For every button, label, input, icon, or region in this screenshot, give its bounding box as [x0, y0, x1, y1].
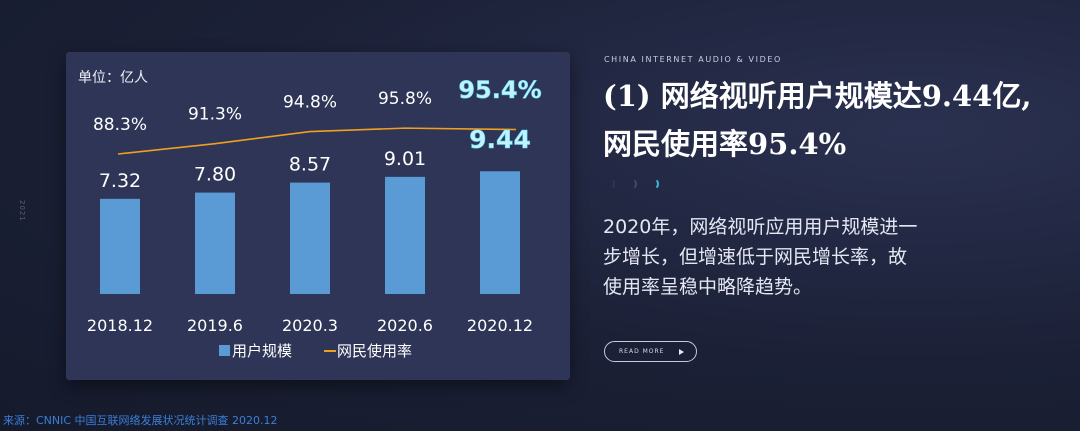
chart-card: 单位：亿人 88.3% 91.3% 94.8% 95.8% 95.4% 7.32 7.80 8… [66, 52, 570, 380]
line-label: 95.4% [458, 76, 541, 104]
legend-swatch-bar [219, 345, 230, 356]
x-tick-label: 2020.6 [377, 316, 433, 335]
x-tick-label: 2020.12 [467, 316, 533, 335]
bar [195, 192, 235, 294]
bar-label: 7.32 [99, 170, 141, 192]
legend-label: 网民使用率 [337, 342, 412, 360]
eyebrow-text: CHINA INTERNET AUDIO & VIDEO [604, 55, 782, 64]
read-more-button[interactable]: READ MORE [604, 341, 697, 362]
unit-label: 单位：亿人 [78, 70, 148, 86]
dot-icon [603, 178, 615, 190]
bar-label: 9.01 [384, 148, 426, 170]
line-label: 94.8% [283, 93, 337, 113]
line-label: 95.8% [378, 89, 432, 109]
line-label: 91.3% [188, 105, 242, 125]
dot-icon [647, 178, 659, 190]
bar-label: 9.44 [469, 125, 531, 154]
dot-icon [625, 178, 637, 190]
bar-label: 7.80 [194, 164, 236, 186]
bar [480, 171, 520, 294]
headline-line-2: 网民使用率95.4% [603, 127, 847, 161]
x-tick-label: 2019.6 [187, 316, 243, 335]
play-icon [679, 348, 684, 355]
source-note: 来源：CNNIC 中国互联网络发展状况统计调查 2020.12 [3, 414, 278, 427]
read-more-label: READ MORE [619, 348, 665, 355]
bar [385, 176, 425, 294]
bar [100, 198, 140, 294]
combo-chart: 88.3% 91.3% 94.8% 95.8% 95.4% 7.32 7.80 8.57 9.0… [87, 76, 542, 360]
loading-dots [603, 178, 659, 190]
body-text: 2020年，网络视听应用用户规模进一步增长，但增速低于网民增长率，故使用率呈稳中… [603, 216, 918, 298]
x-tick-label: 2020.3 [282, 316, 338, 335]
headline-line-1: (1) 网络视听用户规模达9.44亿, [603, 79, 1032, 113]
line-series [117, 127, 517, 155]
x-tick-label: 2018.12 [87, 316, 153, 335]
side-note: 2021 [18, 200, 26, 222]
bar-label: 8.57 [289, 154, 331, 176]
line-label: 88.3% [93, 115, 147, 135]
headline: (1) 网络视听用户规模达9.44亿, 网民使用率95.4% [603, 72, 1063, 168]
legend-label: 用户规模 [232, 342, 292, 360]
bar [290, 182, 330, 294]
